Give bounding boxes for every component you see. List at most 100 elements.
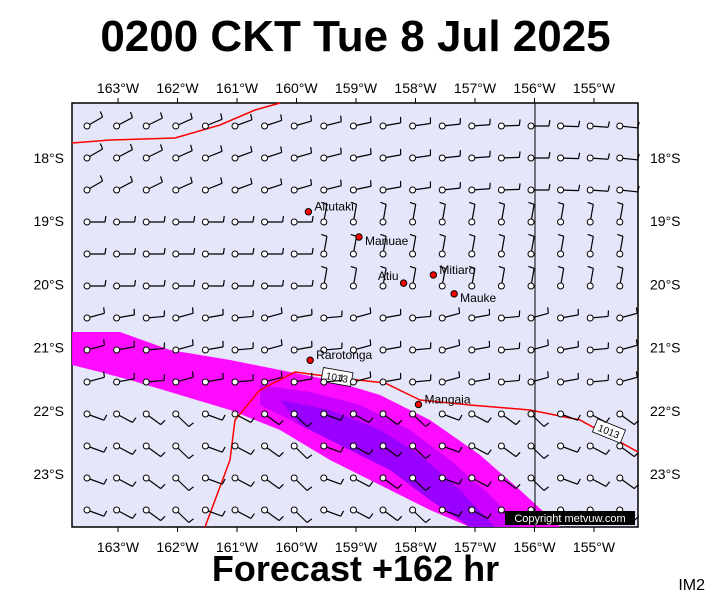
forecast-label: Forecast +162 hr [211,548,500,589]
wind-barb [142,310,166,322]
wind-barb [497,119,521,130]
wind-barb [557,265,565,290]
wind-barb [616,265,624,290]
wind-barb [290,308,313,322]
wind-barb [172,339,194,354]
wind-barb [497,233,506,258]
copyright-box [505,511,635,525]
wind-barb [557,442,581,453]
wind-barb [290,279,314,290]
wind-barb [320,506,345,517]
wind-barb [497,410,521,426]
wind-barb [349,116,372,130]
longitude-label: 161°W [216,80,259,96]
wind-barb [379,506,403,522]
wind-barb [113,340,135,354]
wind-barb [468,474,492,487]
wind-barb [438,339,461,354]
wind-barb [586,342,610,354]
copyright-text: Copyright metvuw.com [514,513,625,525]
wind-barb [586,121,611,130]
wind-barb [83,111,104,130]
wind-barb [438,474,463,485]
wind-barb [142,506,166,522]
wind-barb [527,151,551,162]
island-marker: Mitiaro [429,263,476,279]
wind-barb [557,410,581,421]
latitude-label: 20°S [650,276,681,292]
wind-barb [290,442,313,459]
wind-barb [586,201,594,226]
wind-barb [320,179,342,194]
wind-barb [290,474,313,491]
wind-barb [616,371,638,386]
wind-barb [231,279,255,290]
wind-barb [616,153,640,162]
wind-barb [616,474,639,490]
wind-barb [527,119,551,130]
wind-barb [438,442,463,453]
wind-barb [527,410,550,427]
longitude-label: 159°W [335,539,378,555]
wind-barb [172,410,194,427]
wind-barb [557,308,579,322]
wind-barb [261,371,283,386]
wind-barb [586,410,611,423]
wind-barb [497,151,521,162]
wind-barb [261,178,283,194]
longitude-label: 157°W [454,539,497,555]
wind-barb [142,176,163,194]
wind-barb [201,410,226,421]
wind-barb [201,372,224,386]
wind-barb [557,372,579,386]
wind-barb [320,442,345,453]
wind-barb [231,215,255,226]
latitude-label: 21°S [650,340,681,356]
wind-barb [438,371,461,386]
wind-barb [142,342,166,354]
wind-barb [379,116,402,130]
wind-barb [557,152,581,162]
wind-barb [586,265,594,290]
wind-barb [261,279,285,290]
wind-barb [409,374,432,386]
island-label: Atiu [378,269,399,283]
wind-barb [497,265,506,290]
wind-barb [497,374,521,386]
wind-barb [409,342,432,354]
wind-barb [586,185,611,194]
latitude-label: 20°S [33,276,64,292]
wind-barb [172,144,193,162]
wind-barb [201,247,225,258]
wind-barb [201,506,226,517]
island-label: Aitutaki [314,200,353,214]
wind-barb [231,410,255,423]
latitude-label: 23°S [650,466,681,482]
wind-barb [142,112,163,130]
wind-barb [113,175,134,194]
island-label: Rarotonga [316,348,372,362]
wind-barb [231,506,255,519]
wind-barb [438,307,461,322]
wind-barb [172,506,194,523]
wind-barb [586,310,610,322]
longitude-label: 156°W [513,80,556,96]
longitude-label: 160°W [275,539,318,555]
wind-barb [438,182,461,194]
wind-barb [201,442,226,453]
wind-barb [261,442,284,458]
latitude-label: 22°S [33,403,64,419]
wind-barb [586,474,611,487]
longitude-labels-bottom: 163°W 162°W 161°W 160°W 159°W 158°W 157°W 156°W… [97,527,616,555]
wind-barb [379,372,402,386]
map-title: 0200 CKT Tue 8 Jul 2025 [100,12,611,61]
wind-barb [172,247,196,258]
wind-barb [409,233,417,258]
wind-barb [172,474,194,491]
wind-barb [527,265,535,290]
wind-barb [142,410,166,426]
map-code: IM2 [678,577,705,594]
wind-barb [231,145,253,162]
wind-barb [557,474,581,485]
longitude-label: 155°W [573,539,616,555]
